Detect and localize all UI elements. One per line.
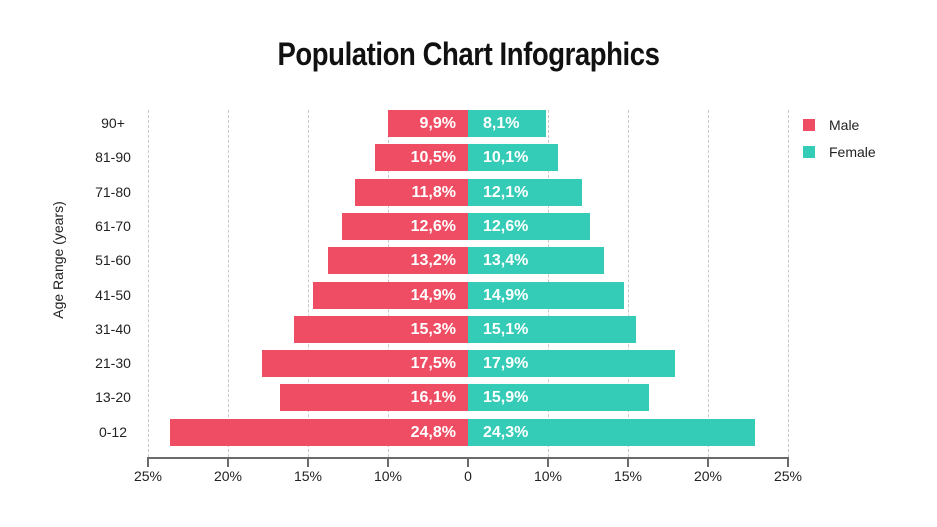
category-label: 90+ xyxy=(101,115,125,131)
bar-row: 31-40 15,3% 15,1% xyxy=(0,315,937,343)
category-label: 13-20 xyxy=(95,389,131,406)
male-value-label: 16,1% xyxy=(410,389,456,407)
bar-row: 0-12 24,8% 24,3% xyxy=(0,418,937,446)
male-value-label: 13,2% xyxy=(410,252,456,270)
male-swatch-icon xyxy=(803,119,815,131)
female-bar xyxy=(468,178,582,206)
female-bar xyxy=(468,110,546,137)
bar-row: 41-50 14,9% 14,9% xyxy=(0,281,937,309)
bar-row: 13-20 16,1% 15,9% xyxy=(0,384,937,412)
gridline xyxy=(788,110,789,457)
bar-row: 21-30 17,5% 17,9% xyxy=(0,350,937,378)
male-value-label: 14,9% xyxy=(410,286,456,304)
female-value-label: 15,9% xyxy=(483,389,529,407)
x-tick-mark xyxy=(147,457,149,467)
male-bar xyxy=(328,247,468,275)
x-tick-label: 25% xyxy=(773,468,803,484)
male-value-label: 11,8% xyxy=(411,183,456,201)
male-bar xyxy=(355,178,468,206)
x-tick-mark xyxy=(707,457,709,467)
female-swatch-icon xyxy=(803,146,815,158)
female-value-label: 15,1% xyxy=(483,320,529,338)
male-bar xyxy=(388,110,468,137)
x-tick-mark xyxy=(627,457,629,467)
x-tick-label: 0 xyxy=(464,468,472,484)
x-tick-label: 20% xyxy=(693,468,723,484)
female-value-label: 24,3% xyxy=(483,423,529,441)
category-label: 0-12 xyxy=(98,423,128,440)
category-label: 31-40 xyxy=(95,320,131,337)
x-tick-label: 15% xyxy=(293,468,323,484)
category-label: 21-30 xyxy=(95,355,131,372)
male-value-label: 17,5% xyxy=(410,355,456,373)
gridline xyxy=(308,110,309,457)
male-bar xyxy=(313,281,468,309)
female-value-label: 14,9% xyxy=(483,286,529,304)
male-value-label: 12,6% xyxy=(410,217,456,235)
male-bar xyxy=(342,212,468,240)
male-bar xyxy=(280,384,468,412)
x-tick-label: 20% xyxy=(213,468,243,484)
x-tick-label: 25% xyxy=(133,468,163,484)
gridline xyxy=(228,110,229,457)
female-bar xyxy=(468,247,604,275)
x-tick-mark xyxy=(227,457,229,467)
x-tick-mark xyxy=(467,457,469,467)
category-label: 81-90 xyxy=(95,149,131,166)
female-value-label: 12,6% xyxy=(483,217,529,235)
female-value-label: 8,1% xyxy=(483,115,520,132)
male-bar xyxy=(294,315,468,343)
category-label: 51-60 xyxy=(95,252,131,269)
male-bar xyxy=(170,418,468,446)
category-label: 41-50 xyxy=(95,286,131,303)
female-value-label: 13,4% xyxy=(483,252,529,270)
female-bar xyxy=(468,212,590,240)
bar-row: 81-90 10,5% 10,1% xyxy=(0,144,937,172)
bar-row: 61-70 12,6% 12,6% xyxy=(0,212,937,240)
x-tick-mark xyxy=(547,457,549,467)
female-value-label: 10,1% xyxy=(483,149,529,167)
legend-label: Female xyxy=(829,144,876,160)
male-bar xyxy=(262,350,468,378)
male-value-label: 24,8% xyxy=(410,423,456,441)
chart-title: Population Chart Infographics xyxy=(277,36,660,72)
male-bar xyxy=(375,144,468,172)
female-bar xyxy=(468,315,636,343)
male-value-label: 15,3% xyxy=(410,320,456,338)
legend-label: Male xyxy=(829,117,860,133)
female-value-label: 17,9% xyxy=(483,355,529,373)
bar-row: 51-60 13,2% 13,4% xyxy=(0,247,937,275)
gridline xyxy=(708,110,709,457)
male-value-label: 10,5% xyxy=(410,149,456,167)
female-value-label: 12,1% xyxy=(483,183,529,201)
female-bar xyxy=(468,281,624,309)
bar-row: 71-80 11,8% 12,1% xyxy=(0,178,937,206)
bar-row: 90+ 9,9% 8,1% xyxy=(0,110,937,137)
female-bar xyxy=(468,144,558,172)
category-label: 61-70 xyxy=(95,217,131,234)
category-label: 71-80 xyxy=(95,183,131,200)
female-bar xyxy=(468,384,649,412)
male-value-label: 9,9% xyxy=(419,115,456,132)
female-bar xyxy=(468,418,755,446)
x-tick-label: 10% xyxy=(533,468,563,484)
gridline xyxy=(148,110,149,457)
legend-item-female: Female xyxy=(803,143,876,161)
x-tick-label: 15% xyxy=(613,468,643,484)
x-tick-mark xyxy=(387,457,389,467)
legend-item-male: Male xyxy=(803,116,859,134)
female-bar xyxy=(468,350,675,378)
x-tick-label: 10% xyxy=(373,468,403,484)
gridline xyxy=(628,110,629,457)
x-tick-mark xyxy=(307,457,309,467)
x-tick-mark xyxy=(787,457,789,467)
